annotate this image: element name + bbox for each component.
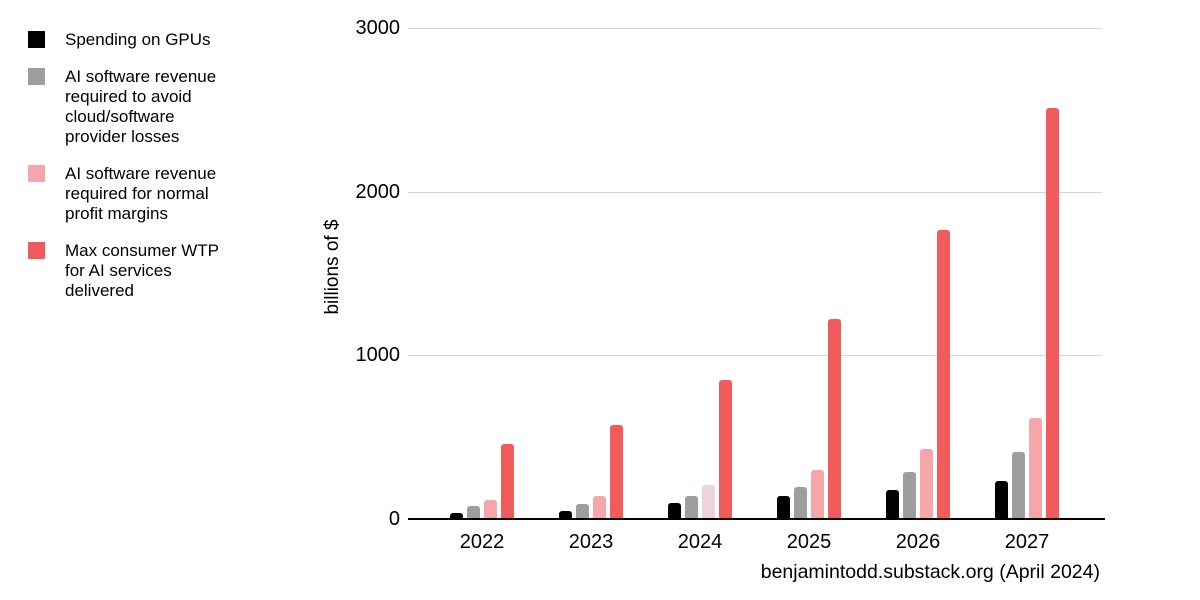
bar-cluster-2026 (886, 230, 950, 519)
legend-item-0: Spending on GPUs (28, 30, 219, 50)
bar (593, 496, 606, 519)
bar (1012, 451, 1025, 519)
legend-label: Spending on GPUs (65, 30, 211, 49)
legend-label: Max consumer WTP for AI services deliver… (65, 241, 219, 300)
bar-cluster-2027 (995, 108, 1059, 519)
gridline-3000 (408, 28, 1102, 29)
legend-label: AI software revenue required for normal … (65, 164, 217, 223)
bar (794, 486, 807, 519)
bar (668, 502, 681, 519)
bar (501, 443, 514, 519)
bar (702, 485, 715, 519)
bar (920, 448, 933, 519)
x-tick-label: 2026 (895, 531, 941, 553)
bar (719, 379, 732, 519)
bar-cluster-2023 (559, 424, 623, 519)
y-axis-title: billions of $ (322, 219, 343, 315)
bar (828, 318, 841, 519)
bar (559, 510, 572, 519)
x-tick-label: 2023 (568, 531, 614, 553)
bar (450, 513, 463, 519)
bar (685, 496, 698, 519)
x-axis-line (408, 518, 1105, 520)
legend-item-3: Max consumer WTP for AI services deliver… (28, 241, 219, 301)
bar (937, 230, 950, 519)
bar (811, 469, 824, 519)
bar (777, 496, 790, 519)
gridline-2000 (408, 191, 1102, 193)
y-tick-label: 3000 (355, 17, 401, 39)
bar (903, 471, 916, 519)
bar (886, 489, 899, 519)
y-tick-label: 0 (388, 508, 400, 530)
legend-item-2: AI software revenue required for normal … (28, 164, 219, 224)
x-tick-label: 2024 (677, 531, 723, 553)
bar (995, 480, 1008, 519)
source-caption: benjamintodd.substack.org (April 2024) (760, 561, 1100, 583)
y-tick-label: 1000 (355, 344, 401, 367)
gridline-1000 (408, 355, 1102, 357)
x-tick-label: 2025 (786, 531, 832, 553)
bar (1046, 108, 1059, 519)
bar (1029, 417, 1042, 519)
bar-cluster-2025 (777, 318, 841, 519)
x-tick-label: 2022 (459, 531, 505, 553)
bar-cluster-2024 (668, 379, 732, 519)
y-tick-label: 2000 (355, 180, 401, 203)
legend-swatch-icon (28, 68, 45, 85)
bar (484, 499, 497, 519)
legend-label: AI software revenue required to avoid cl… (65, 67, 217, 146)
bar-cluster-2022 (450, 443, 514, 519)
bar (576, 503, 589, 519)
legend-swatch-icon (28, 31, 45, 48)
legend-swatch-icon (28, 242, 45, 259)
chart-legend: Spending on GPUs AI software revenue requ… (28, 30, 219, 301)
x-tick-label: 2027 (1004, 531, 1050, 553)
bar (610, 424, 623, 519)
bar (467, 506, 480, 519)
legend-swatch-icon (28, 165, 45, 182)
legend-item-1: AI software revenue required to avoid cl… (28, 67, 219, 147)
